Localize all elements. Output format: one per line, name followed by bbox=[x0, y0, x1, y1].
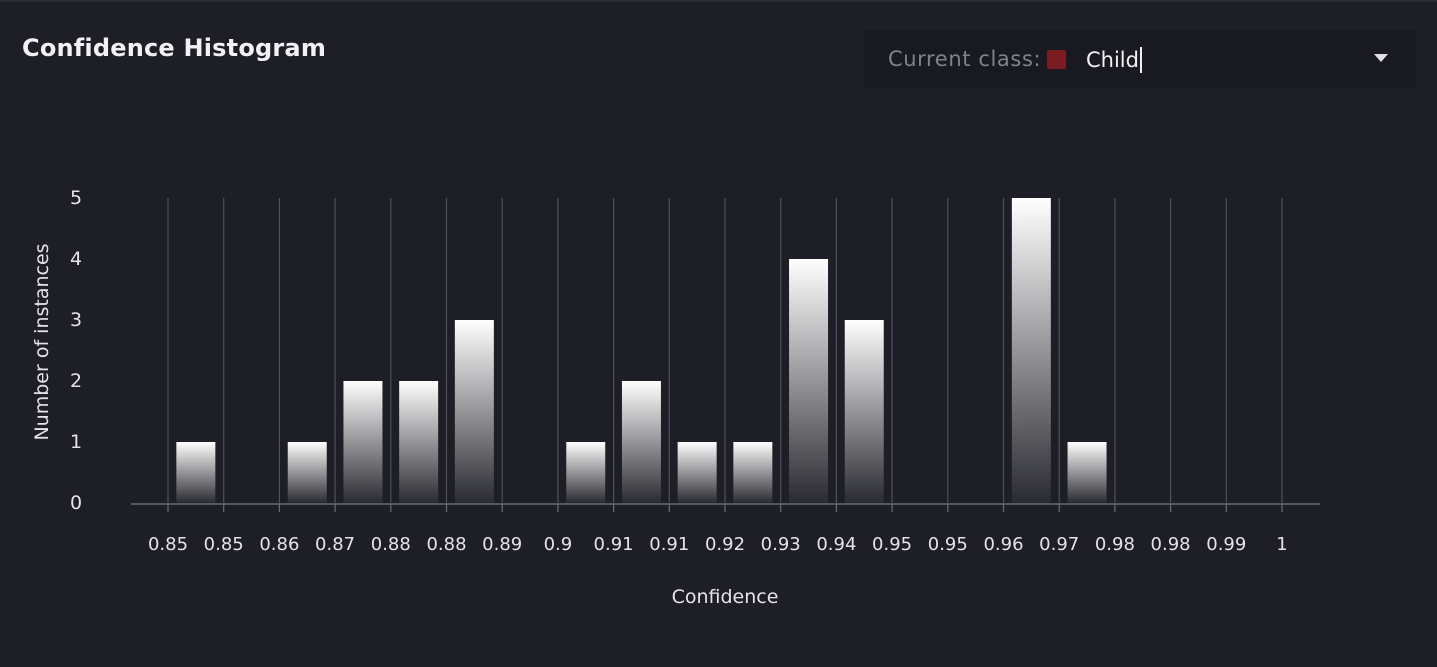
y-tick-label: 0 bbox=[70, 492, 82, 514]
histogram-bar[interactable] bbox=[454, 320, 494, 503]
x-tick-label: 0.95 bbox=[928, 534, 968, 555]
x-tick-label: 0.9 bbox=[544, 534, 573, 555]
x-tick-label: 0.88 bbox=[426, 534, 466, 555]
histogram-bar[interactable] bbox=[677, 442, 717, 503]
x-tick-label: 0.85 bbox=[148, 534, 188, 555]
x-tick-label: 0.91 bbox=[594, 534, 634, 555]
histogram-bar[interactable] bbox=[399, 381, 439, 503]
x-tick-label: 0.92 bbox=[705, 534, 745, 555]
x-tick-label: 0.99 bbox=[1206, 534, 1246, 555]
histogram-bar[interactable] bbox=[844, 320, 884, 503]
y-tick-label: 4 bbox=[70, 248, 82, 270]
histogram-bar[interactable] bbox=[343, 381, 383, 503]
histogram-bar[interactable] bbox=[566, 442, 606, 503]
x-tick-label: 0.97 bbox=[1039, 534, 1079, 555]
x-tick-label: 1 bbox=[1276, 534, 1287, 555]
x-tick-label: 0.85 bbox=[204, 534, 244, 555]
x-tick-label: 0.98 bbox=[1151, 534, 1191, 555]
x-tick-label: 0.95 bbox=[872, 534, 912, 555]
x-tick-label: 0.93 bbox=[761, 534, 801, 555]
histogram-bar[interactable] bbox=[176, 442, 216, 503]
y-tick-label: 3 bbox=[70, 309, 82, 331]
y-axis-label: Number of instances bbox=[31, 243, 53, 440]
current-class-dropdown[interactable]: Current class: Child bbox=[864, 30, 1416, 88]
x-tick-label: 0.87 bbox=[315, 534, 355, 555]
x-tick-label: 0.89 bbox=[482, 534, 522, 555]
panel-top-border bbox=[0, 0, 1437, 2]
histogram-bar[interactable] bbox=[789, 259, 829, 503]
x-tick-label: 0.96 bbox=[983, 534, 1023, 555]
histogram-bar[interactable] bbox=[733, 442, 773, 503]
x-axis-label: Confidence bbox=[672, 586, 779, 608]
histogram-bar[interactable] bbox=[287, 442, 327, 503]
histogram-bar[interactable] bbox=[1067, 442, 1107, 503]
x-tick-label: 0.98 bbox=[1095, 534, 1135, 555]
histogram-bar[interactable] bbox=[1011, 198, 1051, 503]
current-class-label: Current class: bbox=[888, 47, 1042, 71]
x-tick-label: 0.94 bbox=[816, 534, 856, 555]
chevron-down-icon[interactable] bbox=[1374, 54, 1388, 62]
histogram-bar[interactable] bbox=[621, 381, 661, 503]
x-tick-label: 0.86 bbox=[259, 534, 299, 555]
panel-title: Confidence Histogram bbox=[22, 34, 327, 62]
y-tick-label: 1 bbox=[70, 431, 82, 453]
y-tick-label: 2 bbox=[70, 370, 82, 392]
class-color-swatch bbox=[1047, 50, 1066, 69]
x-tick-label: 0.91 bbox=[649, 534, 689, 555]
current-class-value: Child bbox=[1086, 47, 1142, 73]
y-tick-label: 5 bbox=[70, 187, 82, 209]
x-tick-label: 0.88 bbox=[371, 534, 411, 555]
